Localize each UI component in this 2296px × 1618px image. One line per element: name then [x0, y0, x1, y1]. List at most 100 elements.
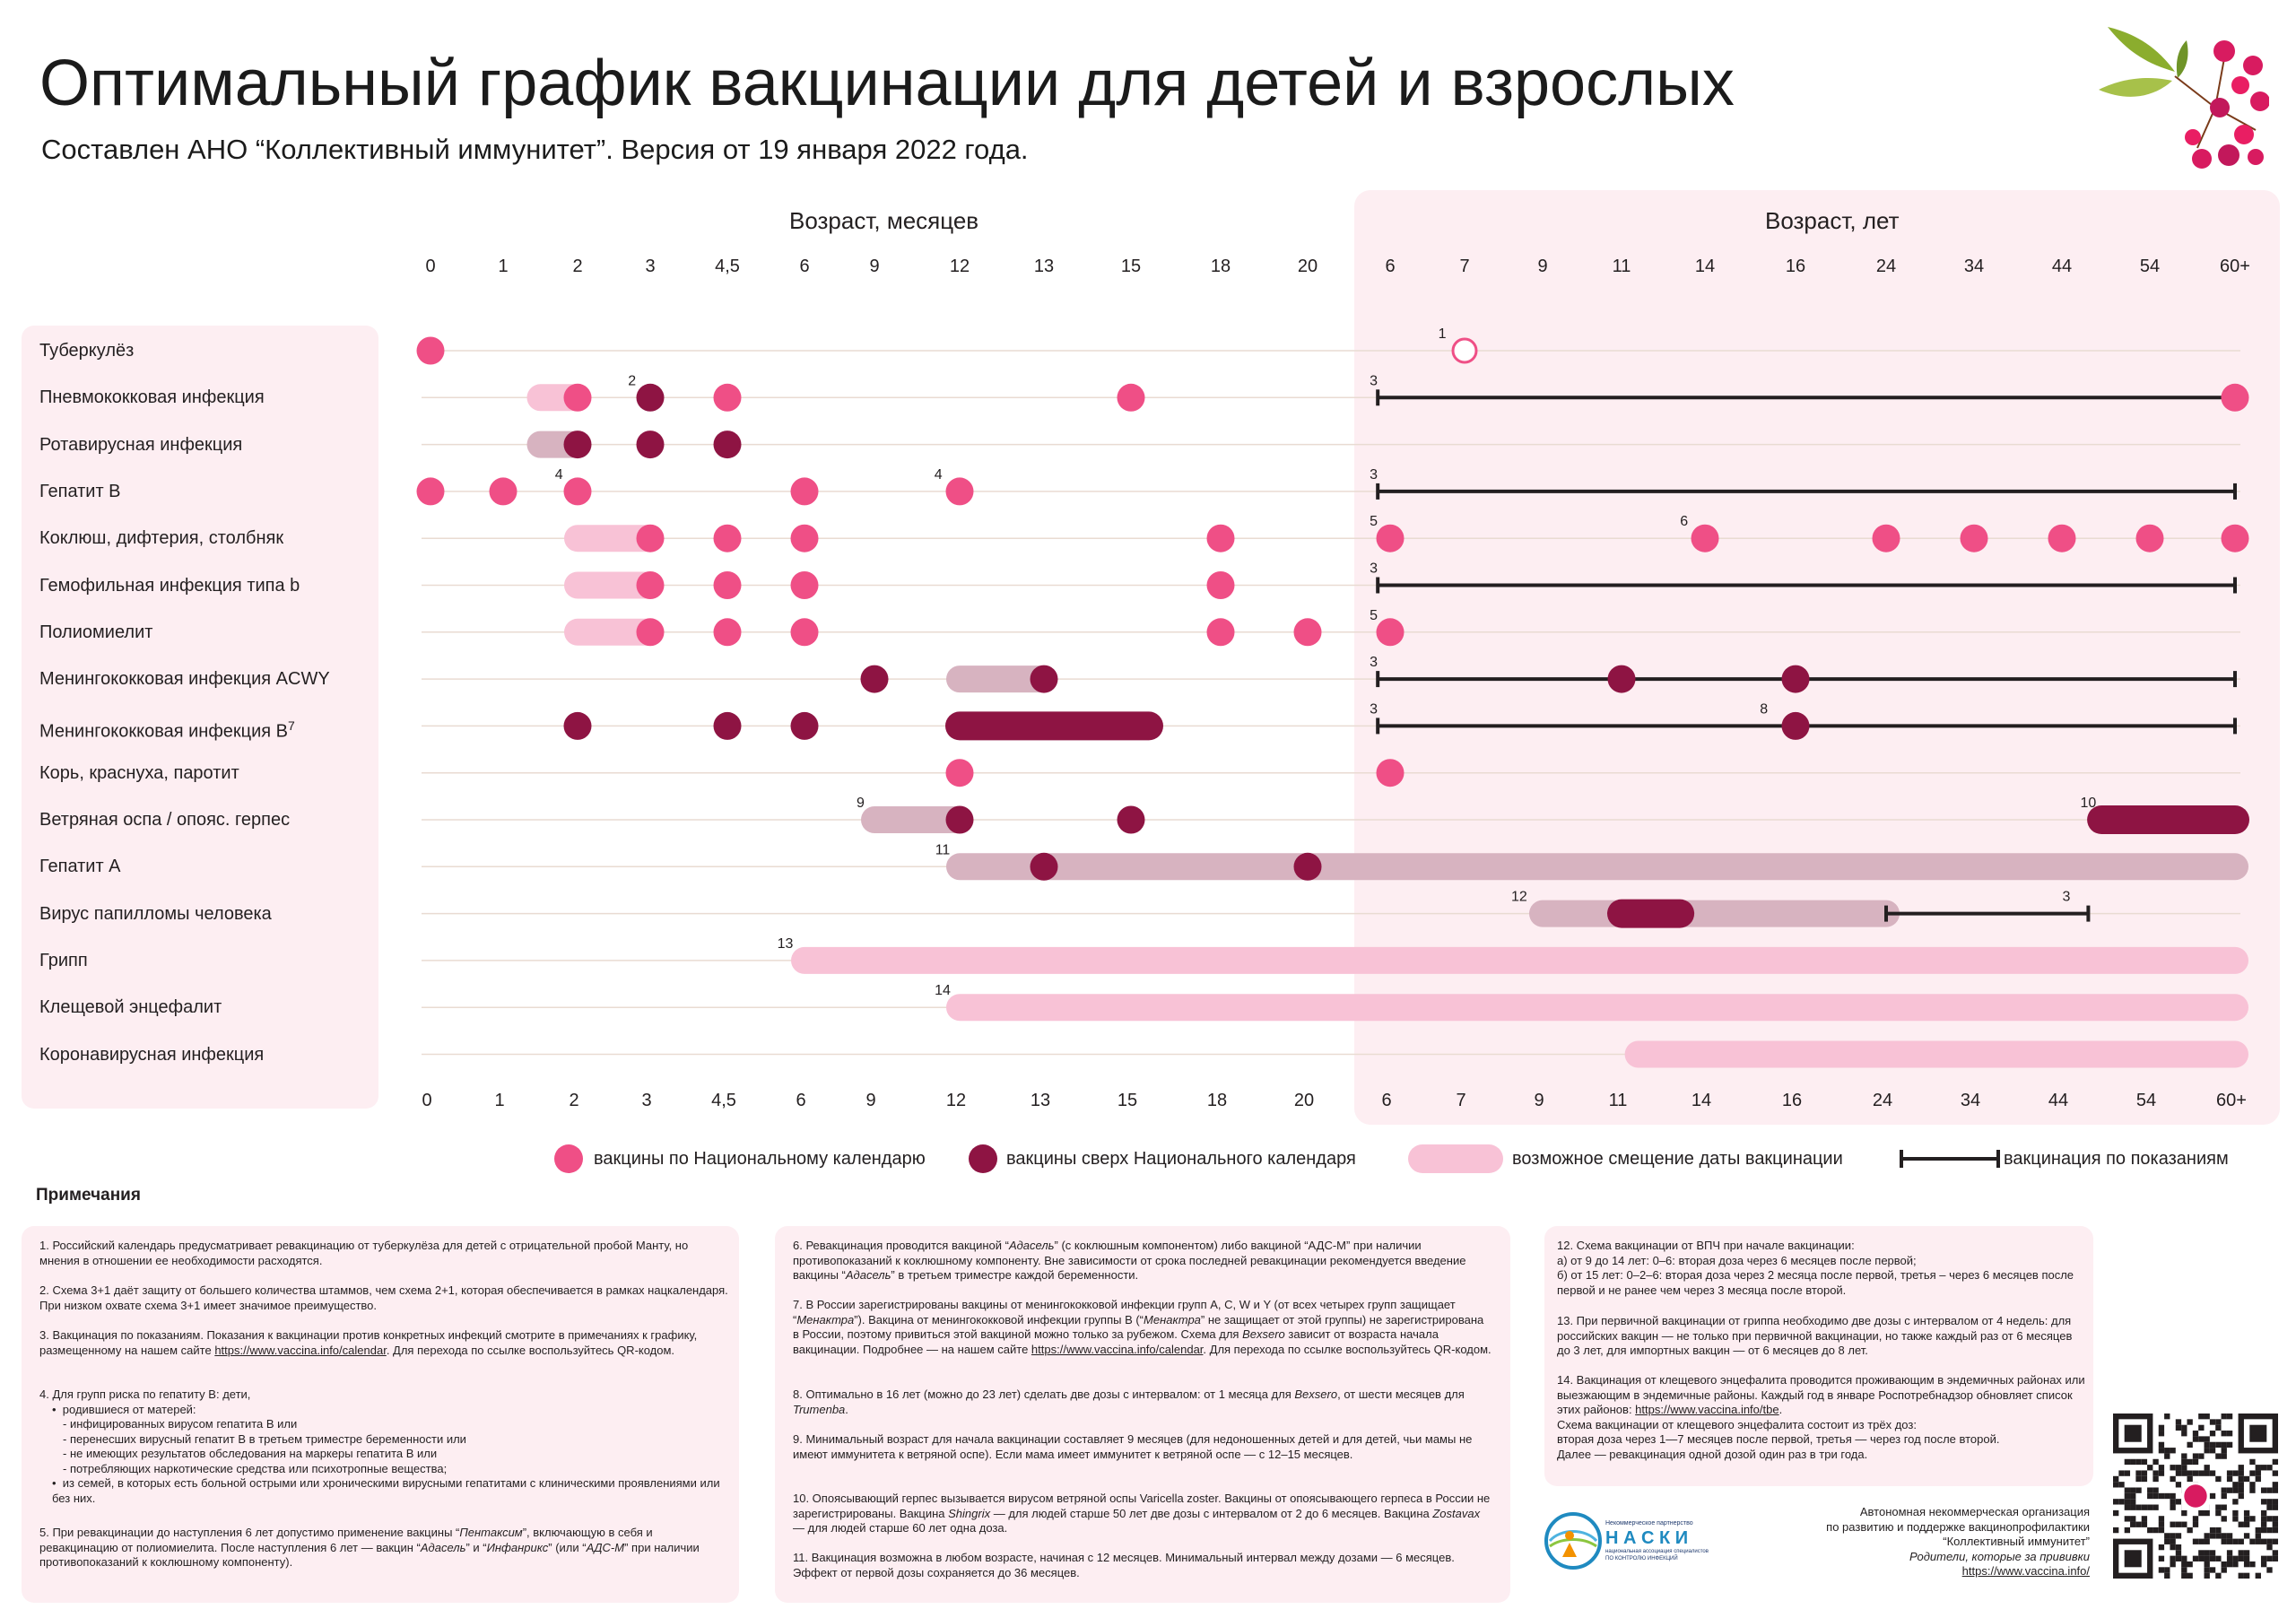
- axis-tick-bottom: 3: [641, 1091, 651, 1110]
- footnote-marker: 12: [1511, 890, 1527, 905]
- qr-module: [2152, 1527, 2159, 1534]
- page-subtitle: Составлен АНО “Коллективный иммунитет”. …: [41, 134, 1029, 165]
- qr-module: [2243, 1521, 2250, 1527]
- qr-module: [2226, 1555, 2233, 1561]
- qr-module: [2260, 1499, 2267, 1505]
- qr-module: [2158, 1521, 2165, 1527]
- axis-tick-top: 2: [572, 257, 582, 276]
- org-url-link[interactable]: https://www.vaccina.info/: [1961, 1564, 2090, 1578]
- row-label: Грипп: [39, 950, 88, 970]
- qr-module: [2221, 1492, 2227, 1500]
- note-3: 3. Вакцинация по показаниям. Показания к…: [39, 1328, 698, 1357]
- qr-module: [2187, 1419, 2193, 1425]
- qr-module: [2175, 1419, 2182, 1425]
- vaccine-dose-national: [489, 477, 517, 506]
- vaccine-dose-national: [790, 571, 819, 599]
- qr-module: [2272, 1538, 2278, 1544]
- vaccine-dose-national: [416, 477, 445, 506]
- qr-module: [2204, 1465, 2210, 1471]
- qr-module: [2243, 1550, 2250, 1556]
- qr-module: [2209, 1527, 2216, 1534]
- qr-module: [2135, 1521, 2142, 1527]
- vaccine-dose-extra: [563, 711, 592, 740]
- qr-module: [2243, 1533, 2250, 1539]
- footnote-marker: 13: [778, 936, 794, 952]
- vaccine-dose-national: [636, 524, 665, 552]
- qr-module: [2249, 1516, 2256, 1522]
- vaccine-dose-extra: [636, 383, 665, 412]
- qr-module: [2260, 1465, 2267, 1471]
- qr-module: [2130, 1492, 2136, 1500]
- schedule-bar: [945, 711, 1163, 741]
- qr-module: [2204, 1441, 2210, 1448]
- qr-module: [2158, 1431, 2165, 1437]
- footnote-marker: 1: [1439, 326, 1447, 342]
- legend-national-dot: [554, 1144, 583, 1173]
- nasci-logo: Некоммерческое партнерство Н А С К И нац…: [1543, 1510, 1709, 1571]
- footnote-marker: 6: [1680, 514, 1688, 529]
- qr-module: [2124, 1458, 2131, 1466]
- row-labels-panel: [22, 326, 378, 1109]
- qr-module: [2192, 1516, 2199, 1522]
- axis-tick-top: 54: [2140, 257, 2160, 276]
- qr-module: [2204, 1555, 2210, 1561]
- vaccine-dose-national: [1376, 524, 1405, 552]
- qr-module: [2249, 1482, 2256, 1488]
- qr-module: [2170, 1538, 2176, 1544]
- row-label: Коронавирусная инфекция: [39, 1044, 265, 1065]
- qr-module: [2124, 1550, 2142, 1568]
- qr-module: [2198, 1414, 2205, 1420]
- logo-berry: [2250, 91, 2269, 111]
- row-label: Ротавирусная инфекция: [39, 434, 243, 455]
- qr-module: [2130, 1516, 2136, 1522]
- qr-module: [2243, 1561, 2250, 1568]
- qr-module: [2152, 1475, 2159, 1483]
- footnote-marker: 10: [2081, 796, 2097, 811]
- qr-module: [2243, 1555, 2250, 1561]
- axis-tick-top: 60+: [2220, 257, 2250, 276]
- logo-leaf: [2176, 40, 2188, 78]
- axis-tick-bottom: 16: [1782, 1091, 1802, 1110]
- qr-module: [2209, 1419, 2216, 1425]
- qr-module: [2152, 1458, 2159, 1466]
- footnote-marker: 2: [628, 373, 636, 388]
- qr-module: [2181, 1521, 2187, 1527]
- row-label: Туберкулёз: [39, 341, 135, 361]
- notes-box-3: 12. Схема вакцинации от ВПЧ при начале в…: [1544, 1226, 2093, 1486]
- schedule-bar: [2087, 805, 2249, 834]
- qr-module: [2226, 1431, 2233, 1437]
- qr-module: [2181, 1561, 2187, 1568]
- qr-module: [2181, 1567, 2187, 1573]
- schedule-bar: [1607, 899, 1695, 928]
- axis-tick-bottom: 24: [1873, 1091, 1892, 1110]
- note-7-link[interactable]: https://www.vaccina.info/calendar: [1031, 1342, 1204, 1356]
- qr-module: [2175, 1465, 2182, 1471]
- row-label: Менингококковая инфекция B7: [39, 718, 295, 743]
- vaccine-dose-national: [1206, 524, 1235, 552]
- qr-module: [2204, 1436, 2210, 1442]
- qr-module: [2118, 1470, 2125, 1476]
- axis-tick-bottom: 44: [2048, 1091, 2068, 1110]
- qr-module: [2238, 1521, 2244, 1527]
- qr-module: [2152, 1492, 2159, 1500]
- axis-tick-bottom: 14: [1692, 1091, 1711, 1110]
- logo-berry: [2210, 98, 2230, 117]
- note-14-link[interactable]: https://www.vaccina.info/tbe: [1635, 1403, 1779, 1416]
- vaccine-dose-national: [713, 618, 742, 647]
- qr-code[interactable]: [2113, 1414, 2278, 1579]
- axis-tick-top: 20: [1298, 257, 1318, 276]
- nasci-name: Н А С К И: [1605, 1528, 1689, 1548]
- legend-shift-label: возможное смещение даты вакцинации: [1512, 1149, 1843, 1169]
- qr-module: [2221, 1441, 2227, 1448]
- footnote-marker: 3: [1370, 701, 1378, 717]
- qr-module: [2170, 1492, 2176, 1500]
- berry-logo: [2099, 27, 2269, 169]
- qr-module: [2198, 1453, 2205, 1459]
- note-5: 5. При ревакцинации до наступления 6 лет…: [39, 1526, 700, 1569]
- qr-module: [2260, 1521, 2267, 1527]
- qr-module: [2130, 1504, 2136, 1510]
- qr-module: [2158, 1470, 2165, 1476]
- qr-module: [2221, 1516, 2227, 1522]
- note-3-link[interactable]: https://www.vaccina.info/calendar: [214, 1343, 387, 1357]
- qr-module: [2158, 1567, 2165, 1573]
